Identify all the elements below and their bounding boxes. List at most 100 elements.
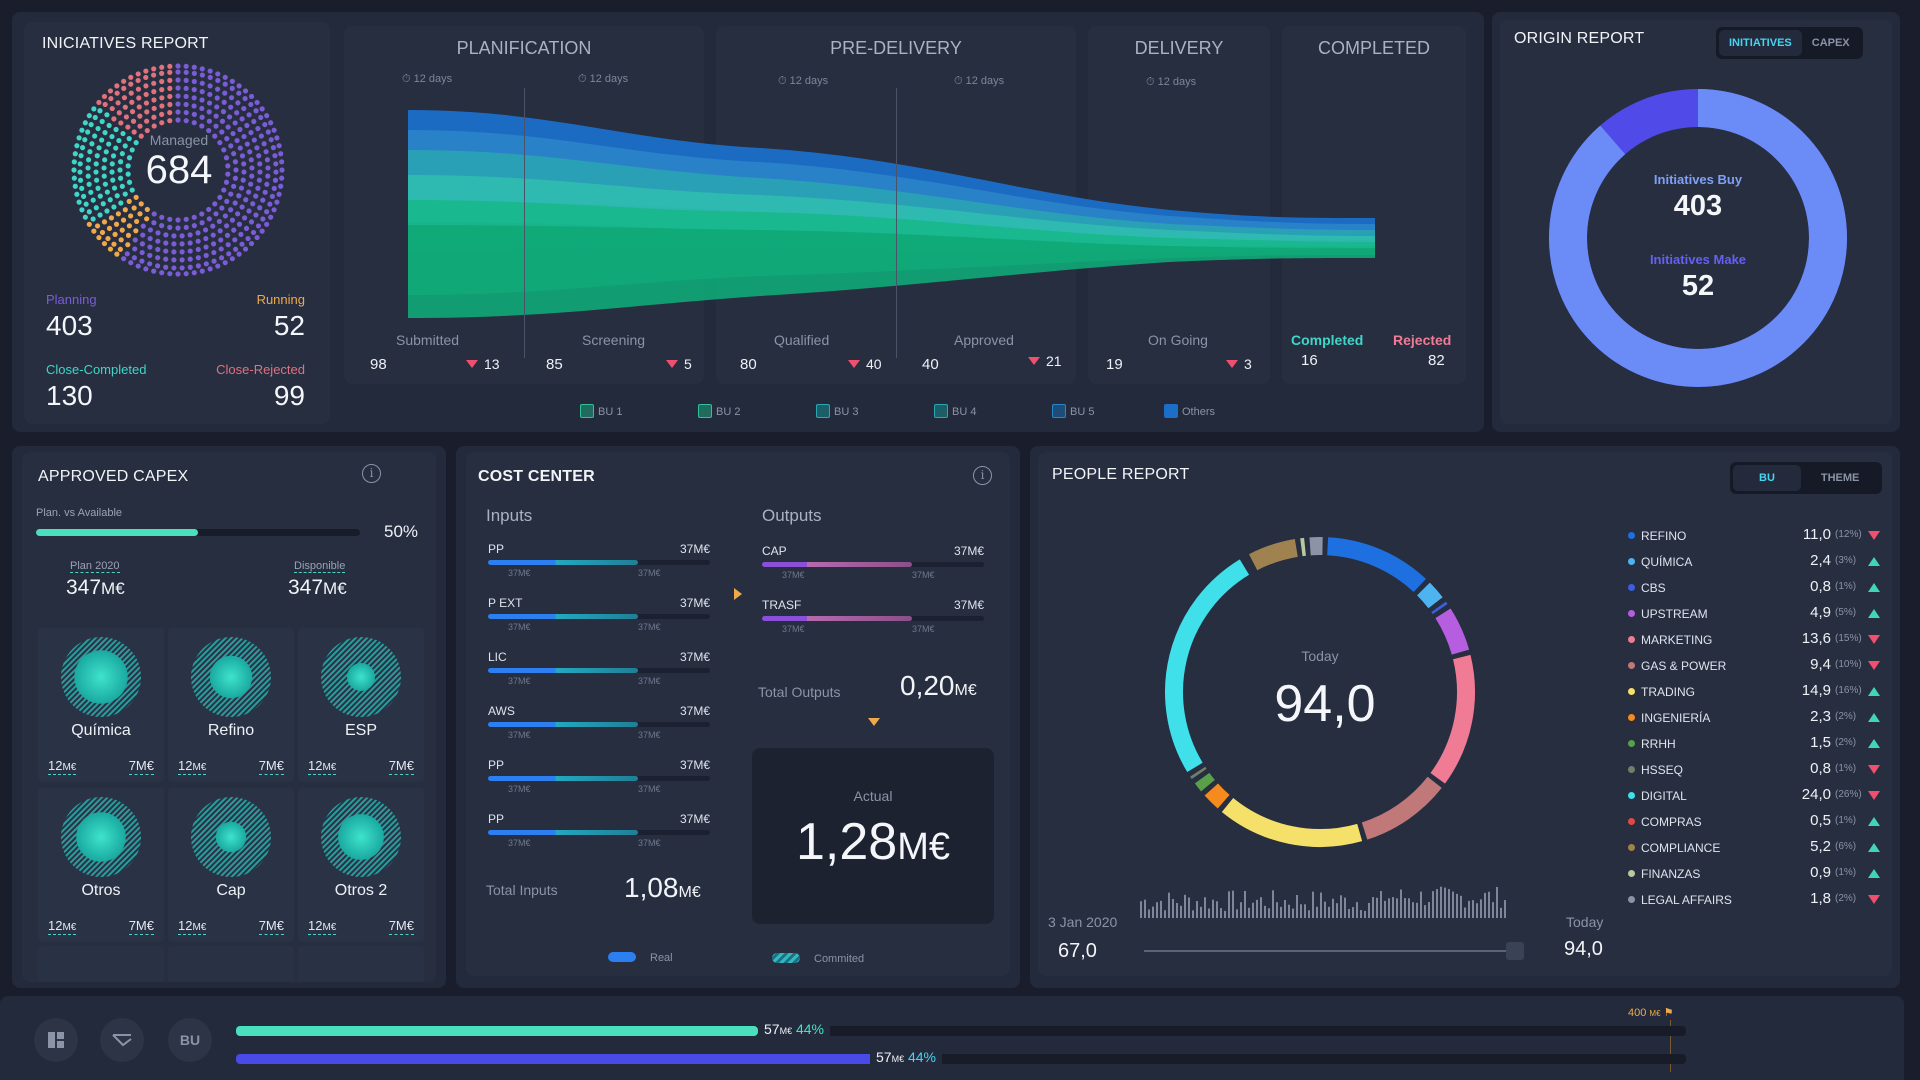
donut-dot [114, 83, 120, 89]
filter-icon[interactable] [100, 1018, 144, 1062]
people-legend-row[interactable]: CBS 0,8 (1%) [1628, 578, 1883, 598]
people-legend-row[interactable]: GAS & POWER 9,4 (10%) [1628, 656, 1883, 676]
donut-dot [199, 89, 205, 95]
people-history-bars [1140, 886, 1506, 918]
people-legend-row[interactable]: INGENIERÍA 2,3 (2%) [1628, 708, 1883, 728]
cost-row[interactable]: P EXT 37M€ 37M€ 37M€ [488, 596, 710, 646]
cost-row-value: 37M€ [679, 596, 710, 610]
people-donut-segment[interactable] [1249, 539, 1298, 571]
capex-tile[interactable]: Refino 12M€ 7M€ [168, 628, 294, 782]
donut-dot [151, 268, 157, 274]
toggle-theme[interactable]: THEME [1820, 472, 1860, 484]
legend-bu5[interactable]: BU 5 [1052, 404, 1094, 418]
donut-dot [274, 199, 280, 205]
donut-dot [175, 77, 181, 83]
donut-dot [179, 233, 185, 239]
toggle-capex[interactable]: CAPEX [1811, 37, 1850, 49]
donut-dot [220, 109, 227, 115]
people-item-pct: (15%) [1835, 633, 1862, 644]
people-legend-row[interactable]: DIGITAL 24,0 (26%) [1628, 786, 1883, 806]
history-bar [1276, 902, 1278, 918]
people-slider-track[interactable] [1144, 950, 1514, 952]
info-icon[interactable]: i [362, 464, 381, 483]
info-icon[interactable]: i [973, 466, 992, 485]
donut-dot [203, 252, 209, 259]
delta-text: 40 [866, 356, 882, 372]
cost-row-name: PP [488, 542, 505, 556]
running-label: Running [256, 292, 305, 307]
people-donut-segment[interactable] [1221, 797, 1363, 847]
people-donut-segment[interactable] [1165, 559, 1250, 773]
people-legend-row[interactable]: COMPLIANCE 5,2 (6%) [1628, 838, 1883, 858]
people-legend-row[interactable]: LEGAL AFFAIRS 1,8 (2%) [1628, 890, 1883, 910]
people-donut-segment[interactable] [1417, 582, 1443, 609]
legend-bu1[interactable]: BU 1 [580, 404, 622, 418]
people-legend-row[interactable]: TRADING 14,9 (16%) [1628, 682, 1883, 702]
people-legend-row[interactable]: COMPRAS 0,5 (1%) [1628, 812, 1883, 832]
donut-dot [117, 175, 124, 181]
toggle-initiatives[interactable]: INITIATIVES [1719, 30, 1802, 56]
trend-down-icon [1868, 765, 1880, 774]
people-legend-row[interactable]: RRHH 1,5 (2%) [1628, 734, 1883, 754]
donut-dot [175, 109, 181, 115]
legend-bu2[interactable]: BU 2 [698, 404, 740, 418]
people-item-name: FINANZAS [1641, 867, 1701, 881]
history-bar [1460, 895, 1462, 918]
donut-dot [232, 200, 238, 206]
donut-dot [87, 149, 93, 155]
bu-button[interactable]: BU [168, 1018, 212, 1062]
history-bar [1500, 907, 1502, 918]
people-donut-segment[interactable] [1326, 537, 1426, 593]
capex-tile-extra [38, 946, 164, 982]
people-legend-row[interactable]: UPSTREAM 4,9 (5%) [1628, 604, 1883, 624]
layout-icon[interactable] [34, 1018, 78, 1062]
people-donut [1165, 537, 1475, 847]
legend-others[interactable]: Others [1164, 404, 1215, 418]
tile-left-number: 12 [178, 918, 193, 933]
donut-dot [129, 147, 135, 153]
cost-row[interactable]: TRASF 37M€ 37M€ 37M€ [762, 598, 984, 648]
donut-dot [163, 264, 169, 270]
people-legend-row[interactable]: QUÍMICA 2,4 (3%) [1628, 552, 1883, 572]
people-legend-row[interactable]: HSSEQ 0,8 (1%) [1628, 760, 1883, 780]
donut-dot [113, 145, 119, 151]
cost-row[interactable]: AWS 37M€ 37M€ 37M€ [488, 704, 710, 754]
legend-bu4[interactable]: BU 4 [934, 404, 976, 418]
people-legend-row[interactable]: FINANZAS 0,9 (1%) [1628, 864, 1883, 884]
toggle-bu[interactable]: BU [1733, 465, 1801, 491]
cost-row[interactable]: LIC 37M€ 37M€ 37M€ [488, 650, 710, 700]
legend-committed-swatch [772, 953, 800, 963]
donut-dot [229, 256, 235, 262]
capex-tile[interactable]: ESP 12M€ 7M€ [298, 628, 424, 782]
donut-dot [263, 149, 269, 155]
people-item-value: 9,4 [1810, 656, 1831, 673]
capex-tile[interactable]: Otros 2 12M€ 7M€ [298, 788, 424, 942]
people-donut-segment[interactable] [1204, 783, 1230, 809]
people-legend-row[interactable]: REFINO 11,0 (12%) [1628, 526, 1883, 546]
people-legend-row[interactable]: MARKETING 13,6 (15%) [1628, 630, 1883, 650]
donut-dot [233, 246, 239, 252]
cost-row[interactable]: PP 37M€ 37M€ 37M€ [488, 758, 710, 808]
history-bar [1284, 899, 1286, 918]
people-donut-segment[interactable] [1361, 776, 1442, 840]
people-donut-segment[interactable] [1194, 772, 1215, 792]
donut-dot [250, 229, 257, 236]
capex-tile[interactable]: Química 12M€ 7M€ [38, 628, 164, 782]
capex-tile[interactable]: Otros 12M€ 7M€ [38, 788, 164, 942]
people-donut-segment[interactable] [1435, 608, 1470, 655]
cost-row[interactable]: PP 37M€ 37M€ 37M€ [488, 542, 710, 592]
donut-dot [271, 185, 277, 191]
people-donut-segment[interactable] [1190, 766, 1207, 780]
origin-buy-label: Initiatives Buy [1653, 172, 1743, 187]
legend-bu3[interactable]: BU 3 [816, 404, 858, 418]
history-bar [1220, 908, 1222, 918]
people-donut-segment[interactable] [1430, 654, 1475, 784]
people-donut-segment[interactable] [1431, 601, 1448, 615]
people-slider-handle[interactable] [1506, 942, 1524, 960]
cost-row[interactable]: PP 37M€ 37M€ 37M€ [488, 812, 710, 862]
donut-dot [167, 77, 173, 83]
capex-tile[interactable]: Cap 12M€ 7M€ [168, 788, 294, 942]
donut-dot [203, 235, 209, 242]
cost-row[interactable]: CAP 37M€ 37M€ 37M€ [762, 544, 984, 594]
donut-dot [274, 135, 280, 141]
